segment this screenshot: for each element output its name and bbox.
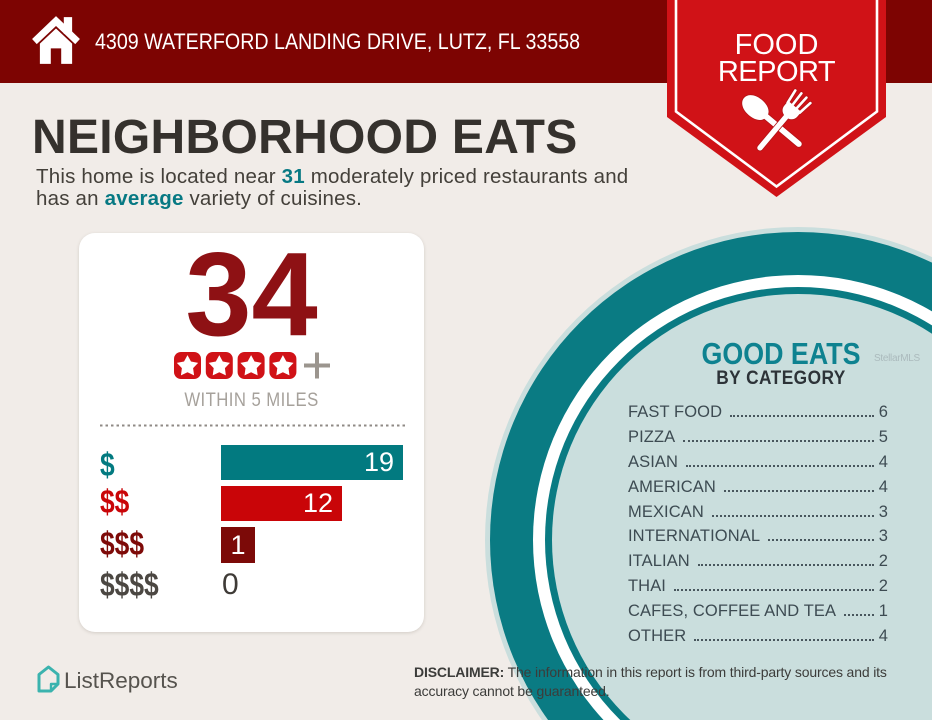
svg-text:FOOD: FOOD — [735, 29, 819, 61]
svg-text:REPORT: REPORT — [718, 56, 836, 88]
